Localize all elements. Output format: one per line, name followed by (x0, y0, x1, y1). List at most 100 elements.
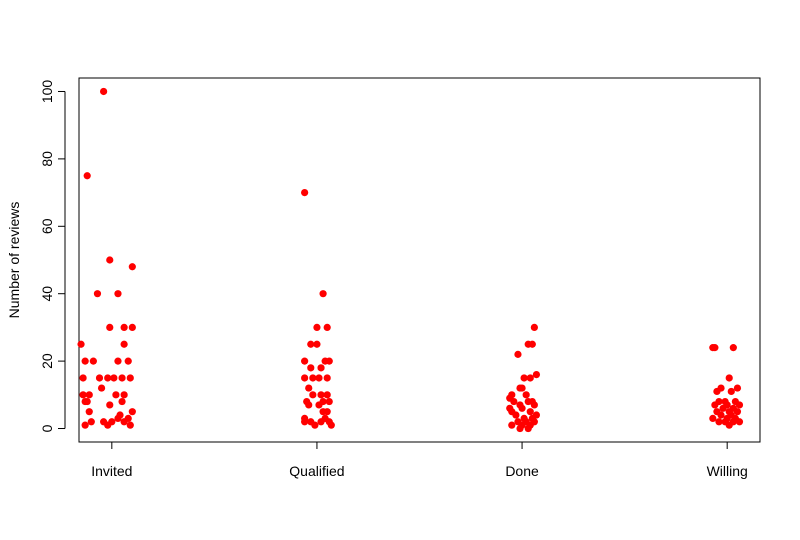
data-point-done (526, 374, 534, 382)
data-point-qualified (315, 374, 323, 382)
data-point-qualified (309, 374, 317, 382)
y-tick-label: 100 (39, 80, 55, 104)
y-tick-label: 60 (39, 218, 55, 234)
data-point-invited (89, 357, 97, 365)
data-point-qualified (309, 391, 317, 399)
data-point-qualified (301, 357, 309, 365)
data-point-invited (120, 323, 128, 332)
data-point-invited (128, 408, 136, 416)
data-point-qualified (311, 421, 319, 429)
y-axis-title: Number of reviews (6, 202, 22, 319)
data-point-invited (100, 87, 108, 96)
data-point-invited (110, 374, 118, 382)
data-point-qualified (323, 391, 331, 399)
data-point-invited (120, 391, 128, 399)
data-point-invited (93, 290, 102, 298)
data-point-done (524, 424, 532, 433)
data-point-invited (128, 263, 136, 271)
data-point-qualified (317, 364, 325, 372)
data-point-invited (124, 357, 132, 365)
data-point-willing (713, 387, 721, 396)
data-point-qualified (323, 323, 331, 332)
data-point-qualified (301, 374, 309, 382)
data-point-invited (79, 374, 87, 382)
data-point-invited (95, 374, 104, 382)
data-point-willing (715, 418, 723, 426)
data-point-invited (114, 290, 122, 298)
data-point-willing (735, 401, 744, 409)
data-point-willing (725, 374, 733, 382)
data-point-invited (118, 374, 126, 382)
data-point-done (510, 397, 518, 406)
data-point-done (512, 411, 520, 419)
data-point-invited (97, 384, 106, 392)
data-point-invited (79, 391, 87, 399)
data-point-invited (114, 414, 122, 423)
data-point-qualified (319, 408, 327, 416)
data-point-invited (104, 374, 112, 382)
data-point-invited (106, 401, 114, 409)
x-tick-label: Done (505, 463, 539, 479)
data-point-willing (711, 401, 719, 409)
y-axis: 0 20 40 60 80 100 (39, 80, 66, 432)
data-point-invited (126, 374, 134, 382)
data-point-qualified (313, 340, 321, 348)
data-point-qualified (325, 397, 333, 406)
data-point-qualified (319, 290, 327, 298)
data-point-invited (77, 340, 85, 348)
data-point-qualified (307, 340, 315, 348)
x-tick-label: Qualified (289, 463, 344, 479)
data-point-done (530, 323, 538, 332)
data-point-willing (725, 421, 733, 429)
data-point-invited (112, 391, 120, 399)
data-point-done (514, 350, 522, 358)
data-point-invited (114, 357, 122, 365)
data-point-done (520, 374, 528, 382)
data-point-willing (735, 418, 744, 426)
data-point-done (516, 424, 524, 433)
data-point-invited (118, 397, 126, 406)
data-point-done (528, 340, 536, 348)
data-point-done (522, 391, 530, 399)
x-tick-label: Invited (91, 463, 132, 479)
data-point-willing (719, 404, 727, 412)
data-point-willing (733, 384, 742, 392)
x-tick-label: Willing (707, 463, 748, 479)
data-point-willing (711, 344, 719, 352)
data-point-willing (709, 414, 717, 423)
data-point-qualified (323, 374, 331, 382)
data-points (77, 87, 744, 433)
data-point-invited (81, 357, 89, 365)
y-tick-label: 80 (39, 151, 55, 167)
data-point-done (508, 421, 516, 429)
data-point-qualified (305, 384, 313, 392)
data-point-qualified (317, 391, 325, 399)
data-point-invited (85, 391, 93, 399)
data-point-done (532, 370, 541, 379)
data-point-done (526, 408, 534, 416)
data-point-willing (717, 411, 725, 419)
data-point-qualified (301, 418, 309, 426)
data-point-invited (85, 408, 93, 416)
data-point-invited (128, 323, 136, 332)
data-point-invited (83, 172, 91, 180)
data-point-invited (106, 256, 114, 264)
data-point-willing (733, 408, 742, 416)
y-tick-label: 20 (39, 353, 55, 369)
data-point-invited (106, 323, 114, 332)
data-point-invited (87, 418, 95, 426)
data-point-invited (126, 421, 134, 429)
data-point-done (518, 404, 526, 412)
data-point-qualified (315, 401, 323, 409)
data-point-qualified (317, 418, 325, 426)
data-point-invited (108, 418, 116, 426)
data-point-done (518, 384, 526, 392)
y-tick-label: 0 (39, 424, 55, 432)
data-point-qualified (305, 401, 313, 409)
data-point-invited (120, 418, 128, 426)
x-axis: Invited Qualified Done Willing (91, 441, 748, 479)
data-point-qualified (307, 364, 315, 372)
data-point-qualified (301, 188, 309, 197)
data-point-willing (729, 344, 737, 352)
